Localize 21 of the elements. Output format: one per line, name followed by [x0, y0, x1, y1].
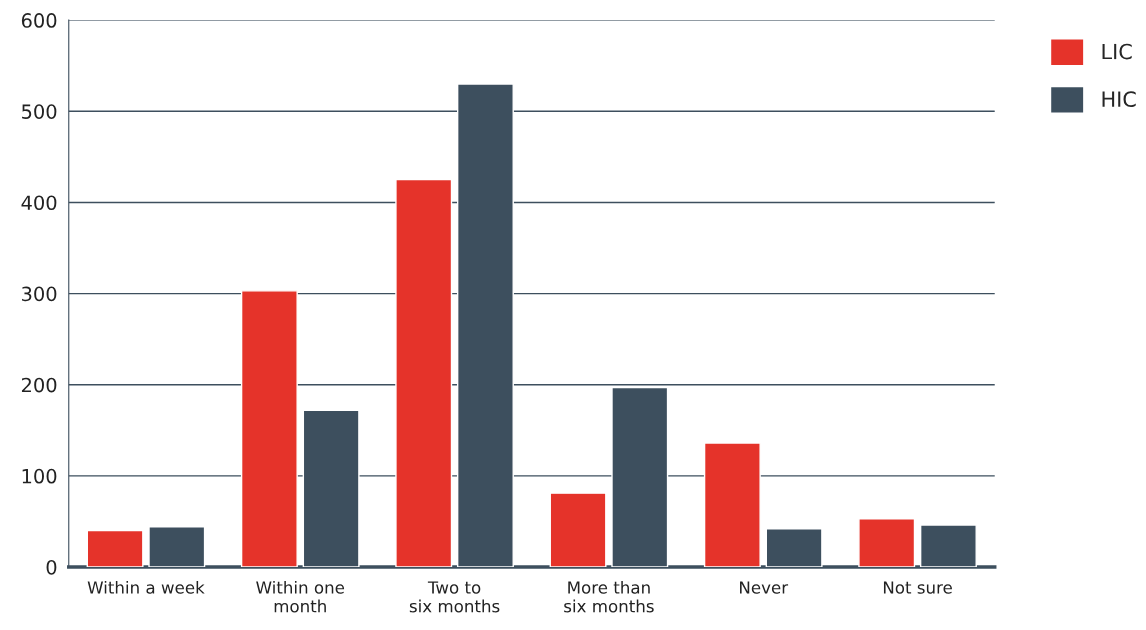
bar	[395, 178, 453, 567]
y-tick-label: 400	[21, 195, 57, 211]
x-tick-label: Two to six months	[409, 581, 500, 613]
y-tick-label: 100	[22, 468, 57, 484]
x-tick-label: More than six months	[564, 580, 654, 613]
x-tick-label: Within one month	[256, 580, 345, 613]
y-tick-label: 0	[46, 559, 57, 575]
bar	[703, 442, 761, 567]
legend-label: HIC	[1102, 91, 1136, 108]
x-tick-label: Not sure	[883, 581, 952, 594]
bar	[858, 518, 916, 567]
x-tick-label: Never	[740, 581, 789, 594]
bar	[86, 529, 144, 567]
y-tick-label: 300	[22, 286, 57, 302]
legend-label: LIC	[1102, 43, 1132, 60]
x-tick-label: Within a week	[87, 580, 205, 594]
y-tick-label: 500	[22, 104, 57, 119]
bar	[240, 290, 298, 567]
bar	[549, 492, 607, 567]
y-tick-label: 200	[21, 377, 57, 393]
y-tick-label: 600	[21, 13, 57, 28]
